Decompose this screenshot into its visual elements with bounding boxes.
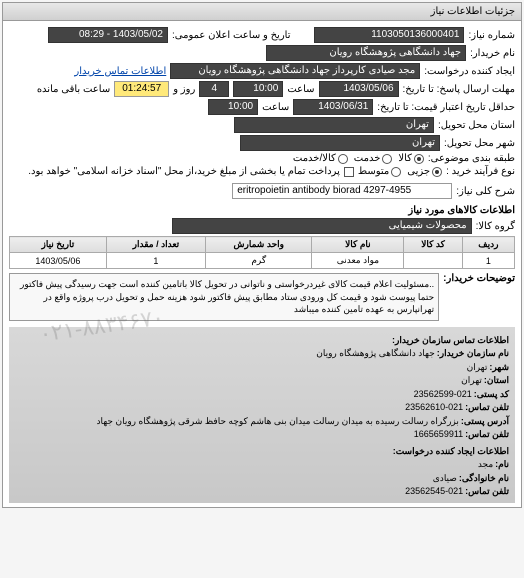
- deadline-time-label: ساعت: [287, 84, 314, 95]
- table-cell: 1: [462, 253, 514, 269]
- radio-both: [338, 154, 348, 164]
- deadline-date: 1403/05/06: [319, 81, 399, 97]
- table-header: تاریخ نیاز: [10, 237, 107, 253]
- requester-label: ایجاد کننده درخواست:: [424, 66, 515, 77]
- subject-type-label: طبقه بندی موضوعی:: [428, 153, 515, 164]
- delivery-city-label: شهر محل تحویل:: [444, 138, 515, 149]
- creator-lname-label: نام خانوادگی:: [459, 472, 509, 486]
- buyer-notes: ..مسئولیت اعلام قیمت کالای غیردرخواستی و…: [9, 273, 439, 321]
- announce-date: 1403/05/02 - 08:29: [48, 27, 168, 43]
- radio-both-label: کالا/خدمت: [293, 153, 336, 164]
- radio-spot-item[interactable]: جزیی: [407, 166, 442, 177]
- org-fax: 1665659911: [414, 428, 463, 442]
- org-phone-label: تلفن تماس:: [465, 401, 509, 415]
- creator-phone-label: تلفن تماس:: [465, 485, 509, 499]
- validity-time: 10:00: [208, 99, 258, 115]
- org-address-label: آدرس پستی:: [461, 415, 509, 429]
- org-address: بزرگراه رسالت رسیده به میدان رسالت میدان…: [97, 415, 459, 429]
- items-title: اطلاعات کالاهای مورد نیاز: [9, 205, 515, 216]
- table-header: کد کالا: [404, 237, 462, 253]
- org-contact-title: اطلاعات تماس سازمان خریدار:: [15, 334, 509, 348]
- org-name: جهاد دانشگاهی پژوهشگاه رویان: [316, 347, 435, 361]
- radio-goods: [414, 154, 424, 164]
- creator-phone: 23562545-021: [405, 485, 463, 499]
- table-cell: 1403/05/06: [10, 253, 107, 269]
- request-number: 1103050136000401: [314, 27, 464, 43]
- buyer-name-label: نام خریدار:: [470, 48, 515, 59]
- group-label: گروه کالا:: [476, 221, 515, 232]
- radio-service-item[interactable]: خدمت: [354, 153, 393, 164]
- payment-type-group: جزیی متوسط: [358, 166, 442, 177]
- radio-service-label: خدمت: [354, 153, 381, 164]
- validity-time-label: ساعت: [262, 102, 289, 113]
- radio-medium-label: متوسط: [358, 166, 389, 177]
- desc-value: eritropoietin antibody biorad 4297-4955: [232, 183, 452, 199]
- org-fax-label: تلفن تماس:: [465, 428, 509, 442]
- validity-date: 1403/06/31: [293, 99, 373, 115]
- org-phone: 23562610-021: [405, 401, 463, 415]
- payment-note: پرداخت تمام یا بخشی از مبلغ خرید،از محل …: [28, 166, 340, 177]
- details-panel: جزئیات اطلاعات نیاز شماره نیاز: 11030501…: [2, 2, 522, 508]
- group-value: محصولات شیمیایی: [172, 218, 472, 234]
- deadline-label: مهلت ارسال پاسخ: تا تاریخ:: [403, 84, 515, 95]
- org-city-label: شهر:: [489, 361, 509, 375]
- requester: مجد صیادی کارپرداز جهاد دانشگاهی پژوهشگا…: [170, 63, 420, 79]
- table-header: نام کالا: [312, 237, 404, 253]
- org-province-label: استان:: [484, 374, 509, 388]
- deadline-time: 10:00: [233, 81, 283, 97]
- org-postal: 23562599-021: [414, 388, 472, 402]
- panel-title: جزئیات اطلاعات نیاز: [3, 3, 521, 21]
- radio-both-item[interactable]: کالا/خدمت: [293, 153, 348, 164]
- radio-spot: [432, 167, 442, 177]
- radio-spot-label: جزیی: [407, 166, 430, 177]
- radio-service: [382, 154, 392, 164]
- radio-medium: [391, 167, 401, 177]
- delivery-city: تهران: [240, 135, 440, 151]
- radio-medium-item[interactable]: متوسط: [358, 166, 401, 177]
- table-header: واحد شمارش: [206, 237, 312, 253]
- contact-section: اطلاعات تماس سازمان خریدار: نام سازمان خ…: [9, 327, 515, 503]
- buyer-name: جهاد دانشگاهی پژوهشگاه رویان: [266, 45, 466, 61]
- delivery-province-label: استان محل تحویل:: [438, 120, 515, 131]
- org-name-label: نام سازمان خریدار:: [437, 347, 509, 361]
- delivery-province: تهران: [234, 117, 434, 133]
- table-cell: [404, 253, 462, 269]
- org-city: تهران: [467, 361, 488, 375]
- request-number-label: شماره نیاز:: [468, 30, 515, 41]
- creator-title: اطلاعات ایجاد کننده درخواست:: [15, 445, 509, 459]
- payment-type-label: نوع فرآیند خرید :: [446, 166, 515, 177]
- creator-fname-label: نام:: [495, 458, 509, 472]
- org-postal-label: کد پستی:: [474, 388, 509, 402]
- announce-date-label: تاریخ و ساعت اعلان عمومی:: [172, 30, 291, 41]
- table-cell: گرم: [206, 253, 312, 269]
- creator-fname: مجد: [478, 458, 493, 472]
- radio-goods-label: کالا: [398, 153, 412, 164]
- remaining-days: 4: [199, 81, 229, 97]
- table-header: تعداد / مقدار: [106, 237, 205, 253]
- table-header: ردیف: [462, 237, 514, 253]
- buyer-notes-label: توضیحات خریدار:: [443, 273, 515, 284]
- radio-goods-item[interactable]: کالا: [398, 153, 424, 164]
- remaining-time: 01:24:57: [114, 81, 169, 97]
- subject-type-group: کالا خدمت کالا/خدمت: [293, 153, 424, 164]
- validity-label: حداقل تاریخ اعتبار قیمت: تا تاریخ:: [377, 102, 515, 113]
- creator-lname: صیادی: [433, 472, 457, 486]
- table-row: 1مواد معدنیگرم11403/05/06: [10, 253, 515, 269]
- remaining-days-label: روز و: [173, 84, 195, 95]
- panel-body: شماره نیاز: 1103050136000401 تاریخ و ساع…: [3, 21, 521, 507]
- table-cell: 1: [106, 253, 205, 269]
- treasury-checkbox[interactable]: [344, 167, 354, 177]
- remaining-suffix: ساعت باقی مانده: [37, 84, 110, 95]
- org-province: تهران: [461, 374, 482, 388]
- desc-label: شرح کلی نیاز:: [456, 186, 515, 197]
- buyer-contact-link[interactable]: اطلاعات تماس خریدار: [74, 66, 166, 77]
- items-table: ردیفکد کالانام کالاواحد شمارشتعداد / مقد…: [9, 236, 515, 269]
- table-cell: مواد معدنی: [312, 253, 404, 269]
